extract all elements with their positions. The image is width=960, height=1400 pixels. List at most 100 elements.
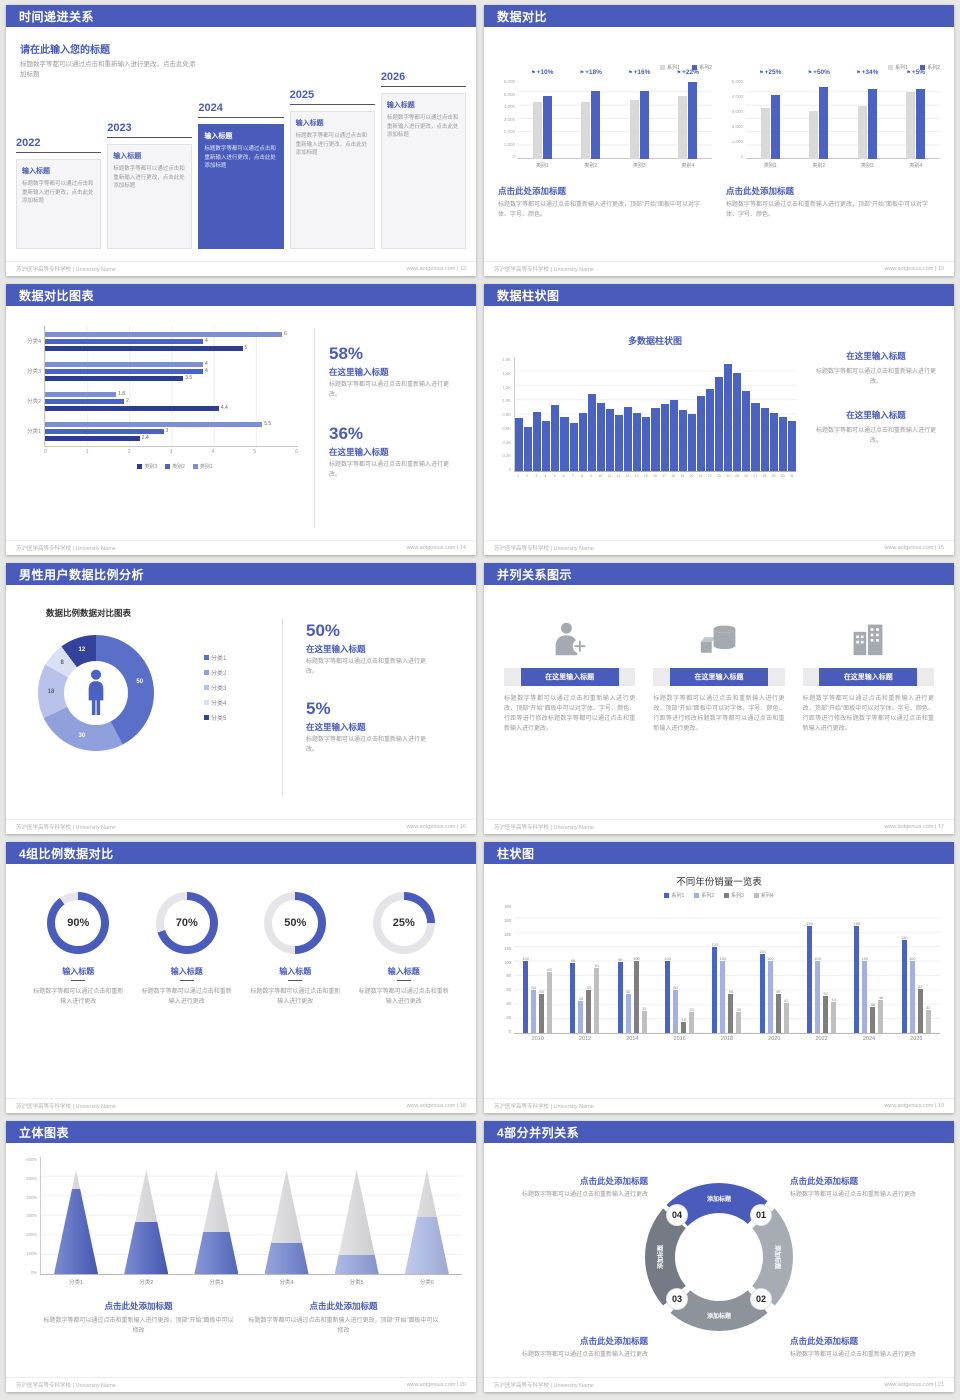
bar-value: 150 xyxy=(806,920,813,926)
cone xyxy=(194,1170,239,1274)
legend-item: 分类3 xyxy=(204,683,226,692)
slide-15-column-chart[interactable]: 数据柱状图 多数据柱状图 1.6K 1.4K 1.2K 1.0K 0.8K 0.6K 0.4… xyxy=(484,284,954,555)
bar xyxy=(705,389,715,471)
bar-column: 43 xyxy=(830,904,837,1033)
x-tick: 27 xyxy=(753,474,758,478)
y-tick: 40 xyxy=(506,1001,511,1007)
timeline-box-title: 输入标题 xyxy=(22,168,50,175)
footer-page-number: 19 xyxy=(937,1103,944,1109)
bars xyxy=(615,79,664,159)
flag-icon: ⚑ xyxy=(579,70,585,76)
slide-footer: 苏沪医学高等专科学校 | University Name www.aotgeni… xyxy=(6,1377,476,1392)
legend-item: 分类1 xyxy=(204,653,226,662)
chart-legend: 分类1 分类2 分类3 分类4 分类5 xyxy=(204,653,226,722)
bar xyxy=(625,993,631,1033)
footer-site-page: www.aotgenius.com | 16 xyxy=(406,824,466,830)
bar-chart: 6,000 5,000 4,000 3,000 2,000 1,000 0 ⚑+10% 类别1 ⚑… xyxy=(498,69,712,171)
number-badge-03: 03 xyxy=(667,1289,687,1310)
title-button[interactable]: 在这里输入标题 xyxy=(520,668,619,686)
y-tick: 0 xyxy=(508,1028,511,1034)
bar-value: 130 xyxy=(900,934,908,940)
legend-swatch xyxy=(664,893,670,898)
donut-chart: 50 30 18 8 12 xyxy=(38,635,154,751)
slide-19-grouped-column-chart[interactable]: 柱状图 不同年份销量一览表 系列1 系列2 系列3 系列4 180 160 140 120 1… xyxy=(484,842,954,1113)
chart-legend: 系列1 系列2 xyxy=(498,57,712,71)
shapes-icon xyxy=(653,611,784,659)
footer-page-number: 21 xyxy=(937,1382,944,1388)
x-axis: 分类1 分类2 分类3 分类4 分类5 分类6 xyxy=(41,1278,462,1286)
bar-value: 99 xyxy=(618,957,623,963)
timeline-box-title: 输入标题 xyxy=(204,133,233,140)
caption-text: 标题数字等都可以通过点击和重新输入进行更改，顶部“开始”面板中可以修改 xyxy=(248,1318,439,1334)
y-tick: 1.2K xyxy=(502,384,511,390)
legend-swatch xyxy=(204,700,209,705)
slide-12-time-progression[interactable]: 时间递进关系 请在此输入您的标题 标题数字等都可以通过点击和重新输入进行更改，点… xyxy=(6,5,476,276)
bar xyxy=(45,398,124,404)
slide-20-3d-cone-chart[interactable]: 立体图表 600% 500% 400% 300% 200% 100% 0% 分类1 分类2 分类… xyxy=(6,1121,476,1392)
x-tick: 1 xyxy=(85,449,89,455)
bar-column: 55 xyxy=(538,904,545,1033)
legend-item: 系列4 xyxy=(753,892,774,899)
slide-16-male-ratio-analysis[interactable]: 男性用户数据比例分析 数据比例数据对比图表 50 30 18 8 12 分类1 分类2 … xyxy=(6,563,476,834)
segment-label: 添加标题 xyxy=(773,1245,780,1270)
x-tick: 7 xyxy=(571,474,574,478)
bar-column xyxy=(624,357,633,471)
slide-body: 请在此输入您的标题 标题数字等都可以通过点击和重新输入进行更改，点击此处添加标题… xyxy=(6,27,476,261)
stat-text: 标题数字等都可以通过点击和重新输入进行更改。 xyxy=(329,382,450,398)
bar xyxy=(578,1000,584,1033)
bar xyxy=(45,405,219,411)
footer-school: 苏沪医学高等专科学校 | University Name xyxy=(16,1104,116,1110)
bar-line: 4 xyxy=(45,361,298,367)
caption: 点击此处添加标题 标题数字等都可以通过点击和重新输入进行更改，顶部“开始”面板中… xyxy=(498,185,712,220)
legend-label: 分类3 xyxy=(211,686,227,692)
footer-school: 苏沪医学高等专科学校 | University Name xyxy=(494,1383,594,1389)
stats-column: 58% 在这里输入标题 标题数字等都可以通过点击和重新输入进行更改。 36% 在… xyxy=(329,326,464,540)
slide-title-bar: 4部分并列关系 xyxy=(484,1121,954,1143)
bars xyxy=(664,79,713,159)
slide-footer: 苏沪医学高等专科学校 | University Name www.aotgeni… xyxy=(484,1098,954,1113)
slide-21-four-part-relationship[interactable]: 4部分并列关系 点击此处添加标题 标题数字等都可以通过点击和重新输入进行更改 点… xyxy=(484,1121,954,1392)
timeline-year: 2024 xyxy=(198,102,284,118)
bar xyxy=(742,391,751,471)
bar-group: 150 100 36 46 xyxy=(845,904,892,1033)
growth-label: ⚑+16% xyxy=(615,69,664,79)
flag-icon: ⚑ xyxy=(676,70,682,76)
bar xyxy=(759,954,765,1033)
timeline-item-2024-highlighted: 2024 输入标题 标题数字等都可以通过点击和重新输入进行更改，点击此处添加标题 xyxy=(198,102,284,249)
title-button[interactable]: 在这里输入标题 xyxy=(669,668,768,686)
slide-title-bar: 数据柱状图 xyxy=(484,284,954,306)
cone xyxy=(334,1170,379,1274)
x-label: 类别1 xyxy=(535,163,549,169)
stat-text: 标题数字等都可以通过点击和重新输入进行更改。 xyxy=(306,659,427,675)
bar xyxy=(45,428,164,434)
chart-legend: 系列1 系列2 系列3 系列4 xyxy=(498,892,940,899)
y-tick: 600% xyxy=(26,1157,37,1162)
title-button[interactable]: 在这里输入标题 xyxy=(819,668,918,686)
bar-value: 120 xyxy=(711,942,719,947)
timeline-year: 2026 xyxy=(380,71,467,87)
male-icon xyxy=(88,669,104,715)
bar-column: 55 xyxy=(775,904,782,1033)
bar-group: 98 45 60 91 xyxy=(561,904,608,1033)
slide-footer: 苏沪医学高等专科学校 | University Name www.aotgeni… xyxy=(484,819,954,834)
bar-column: 100 xyxy=(664,904,671,1033)
bar xyxy=(45,421,263,427)
bar-value: 100 xyxy=(632,956,640,962)
slide-17-parallel-relationship[interactable]: 并列关系图示 在这里输入标题 标题数字等都可以通过点击和重新输入进行更改，顶部“… xyxy=(484,563,954,834)
bar-column: 60 xyxy=(585,904,592,1033)
slide-14-comparison-chart[interactable]: 数据对比图表 分类4 分类3 分类2 分类1 6 4 5 4 4 3.5 1.8 2 4.4 5.5 3 2… xyxy=(6,284,476,555)
timeline-year: 2022 xyxy=(16,137,102,153)
legend-swatch-blue xyxy=(692,65,698,70)
bar xyxy=(515,417,524,471)
legend-swatch xyxy=(694,893,700,898)
bar-series1 xyxy=(532,101,542,159)
legend-label: 类别3 xyxy=(144,464,158,470)
bar-chart: 5,000 4,000 3,000 2,000 1,000 0 ⚑+25% 类别1 ⚑+50% 类… xyxy=(726,69,940,171)
footer-site: www.aotgenius.com xyxy=(884,824,934,830)
slide-18-four-ratio-comparison[interactable]: 4组比例数据对比 90% 输入标题 标题数字等都可以通过点击和重新输入进行更改 … xyxy=(6,842,476,1113)
caption-text: 标题数字等都可以通过点击和重新输入进行更改，顶部“开始”面板中可以修改 xyxy=(43,1318,234,1334)
slide-13-data-comparison[interactable]: 数据对比 系列1 系列2 6,000 5,000 4,000 3,000 2,000 1,… xyxy=(484,5,954,276)
progress-ring: 70% xyxy=(155,892,218,954)
bar xyxy=(767,961,773,1033)
number-badge-01: 01 xyxy=(751,1205,771,1226)
